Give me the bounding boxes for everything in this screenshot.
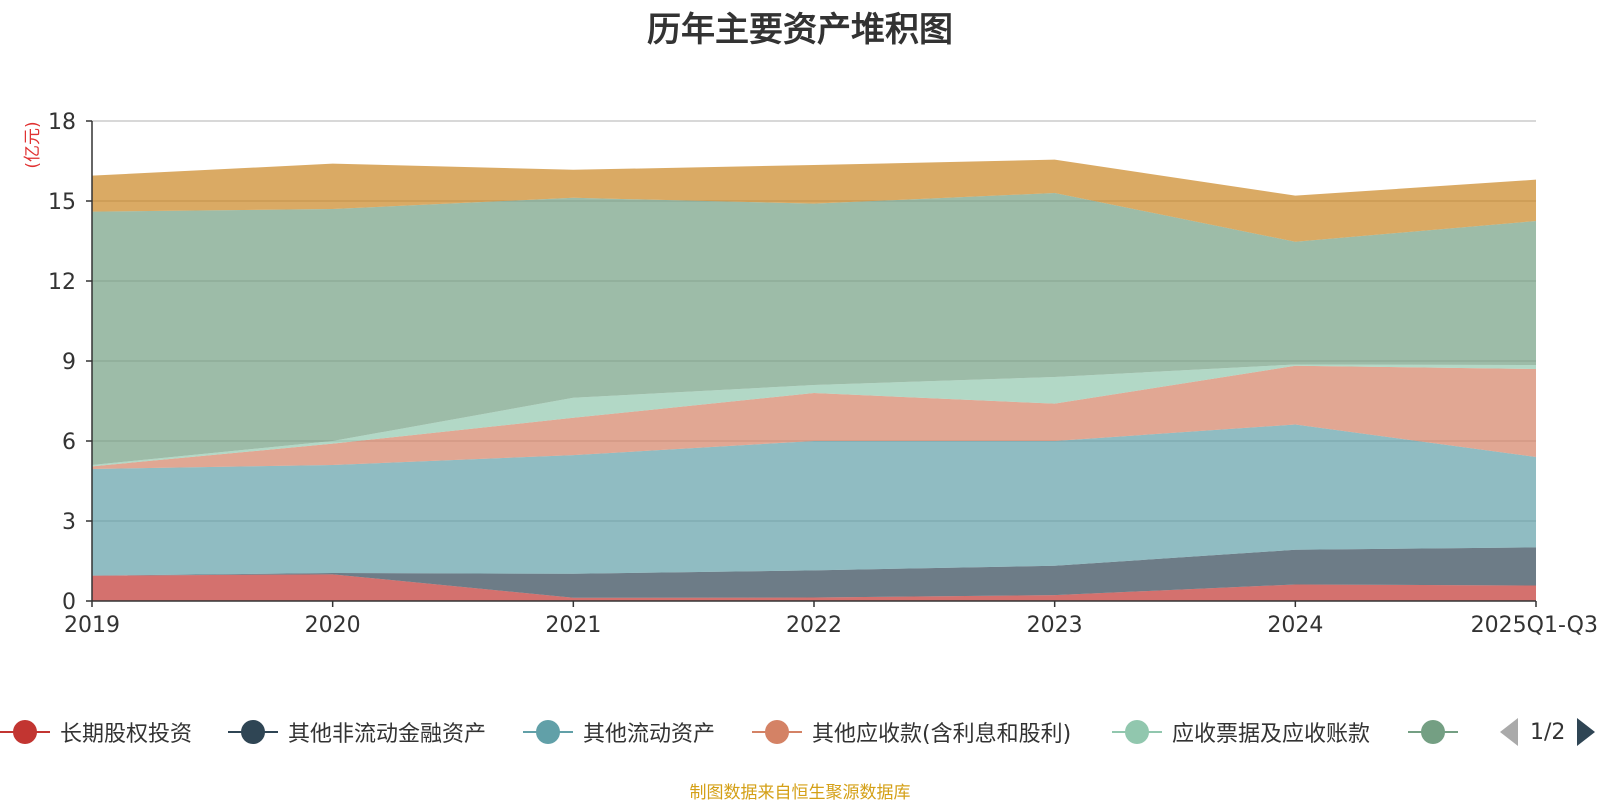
x-tick-label: 2020 <box>305 613 361 638</box>
area-layer <box>92 159 1536 601</box>
legend-item[interactable]: 应收票据及应收账款 <box>1112 712 1370 752</box>
y-tick-label: 12 <box>48 270 76 295</box>
area-series-2[interactable] <box>92 424 1536 576</box>
legend-item[interactable]: 其他流动资产 <box>523 712 715 752</box>
legend-marker-icon <box>523 720 573 744</box>
legend-items: 长期股权投资 其他非流动金融资产 其他流动资产 其他应收款(含利息和股利) 应收票据及应… <box>0 712 1466 752</box>
chart-title: 历年主要资产堆积图 <box>647 10 953 50</box>
legend-label: 长期股权投资 <box>60 722 193 747</box>
y-tick-label: 6 <box>62 430 76 455</box>
legend-item[interactable]: 其他应收款(含利息和股利) <box>752 712 1071 752</box>
area-series-1[interactable] <box>92 547 1536 598</box>
y-tick-label: 3 <box>62 510 76 535</box>
legend-item[interactable]: 货 <box>1408 712 1466 752</box>
stacked-area-chart: 0 3 6 9 12 15 18 2019 2020 2021 2022 2023 2024 2025Q1… <box>23 110 1598 638</box>
legend-marker-icon <box>1112 720 1162 744</box>
legend-label: 应收票据及应收账款 <box>1172 722 1371 747</box>
legend-item[interactable]: 其他非流动金融资产 <box>228 712 486 752</box>
legend-pager: 1/2 <box>1500 712 1596 752</box>
legend-label: 其他非流动金融资产 <box>288 722 487 747</box>
y-tick-label: 18 <box>48 110 76 135</box>
x-tick-label: 2019 <box>64 613 120 638</box>
x-tick-label: 2023 <box>1027 613 1083 638</box>
x-tick-label: 2022 <box>786 613 842 638</box>
x-tick-label: 2025Q1-Q3 <box>1471 613 1598 638</box>
y-tick-label: 15 <box>48 190 76 215</box>
legend: 长期股权投资 其他非流动金融资产 其他流动资产 其他应收款(含利息和股利) 应收票据及应… <box>0 712 1600 752</box>
area-series-5[interactable] <box>92 193 1536 465</box>
source-note: 制图数据来自恒生聚源数据库 <box>689 783 911 803</box>
x-tick-label: 2024 <box>1267 613 1323 638</box>
area-series-0[interactable] <box>92 574 1536 601</box>
legend-prev-page-icon[interactable] <box>1500 718 1518 746</box>
y-axis-label: (亿元) <box>23 121 43 168</box>
legend-next-page-icon[interactable] <box>1577 718 1596 746</box>
legend-marker-icon <box>228 720 278 744</box>
x-tick-label: 2021 <box>545 613 601 638</box>
legend-item[interactable]: 长期股权投资 <box>0 712 192 752</box>
y-tick-label: 0 <box>62 590 76 615</box>
legend-label: 其他应收款(含利息和股利) <box>812 722 1072 747</box>
area-series-6[interactable] <box>92 159 1536 242</box>
area-series-3[interactable] <box>92 365 1536 469</box>
y-tick-label: 9 <box>62 350 76 375</box>
legend-marker-icon <box>752 720 802 744</box>
axis-layer: 0 3 6 9 12 15 18 2019 2020 2021 2022 2023 2024 2025Q1… <box>48 110 1598 638</box>
legend-marker-icon <box>0 720 50 744</box>
legend-label: 其他流动资产 <box>583 722 716 747</box>
legend-marker-icon <box>1408 720 1458 744</box>
legend-page-indicator: 1/2 <box>1530 719 1566 745</box>
